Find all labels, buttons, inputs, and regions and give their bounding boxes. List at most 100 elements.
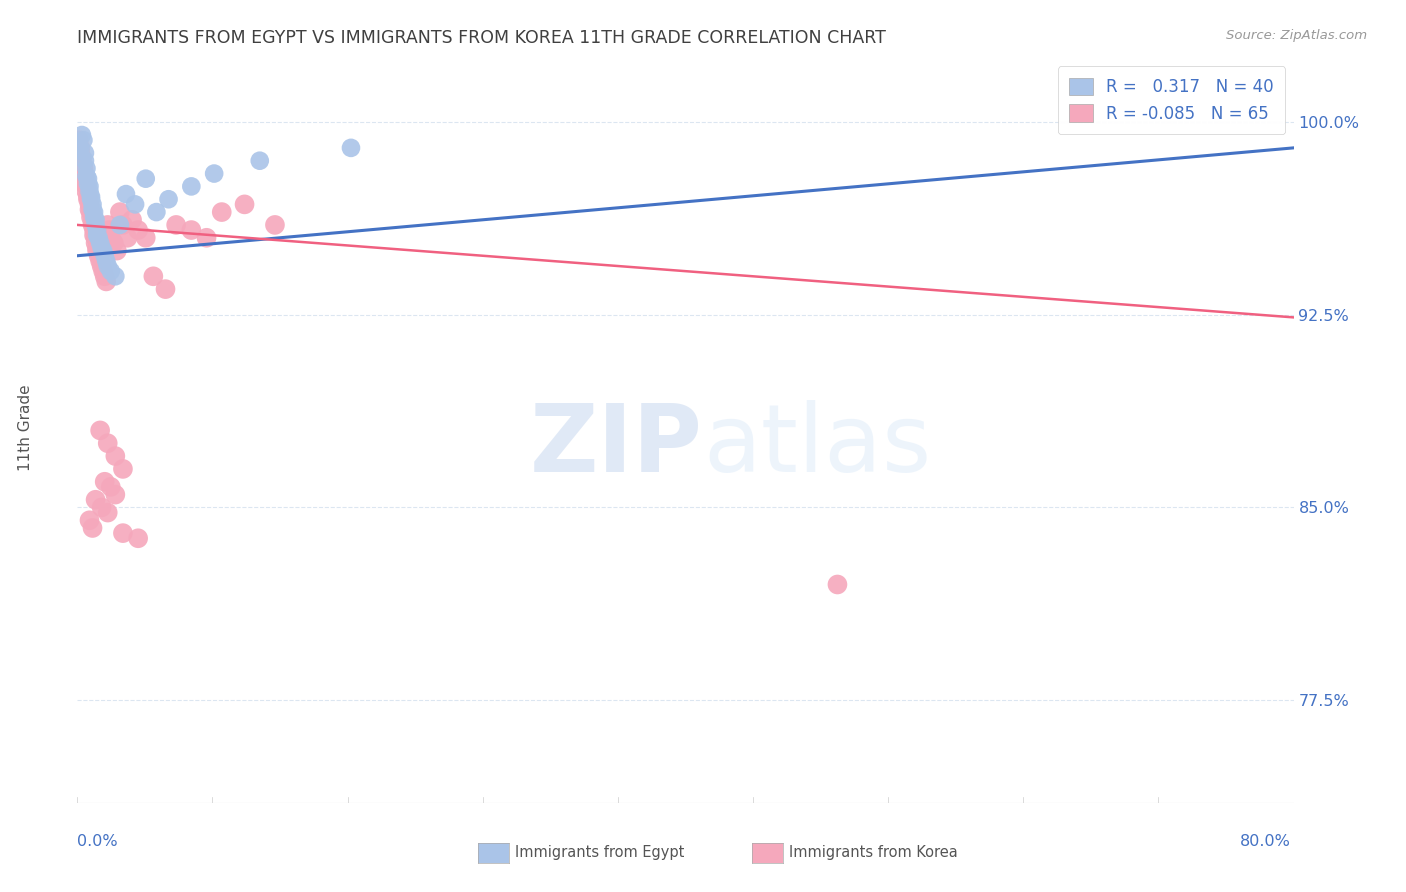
Point (79, 202, 101, 217)
Point (84, 212, 107, 227)
Point (145, 205, 167, 219)
Point (108, 205, 131, 219)
Point (82, 215, 104, 229)
Text: 80.0%: 80.0% (1240, 834, 1291, 848)
Point (80, 189, 103, 203)
Point (104, 487, 127, 501)
Text: 0.0%: 0.0% (77, 834, 118, 848)
Point (165, 218, 187, 232)
Point (70, 156, 93, 170)
Point (82, 202, 104, 217)
Point (340, 141, 363, 155)
Point (108, 218, 131, 232)
Point (77, 177, 100, 191)
Point (87, 249, 110, 263)
Point (79, 197, 101, 211)
Point (98, 223, 121, 237)
Point (77, 171, 100, 186)
Legend: R =   0.317   N = 40, R = -0.085   N = 65: R = 0.317 N = 40, R = -0.085 N = 65 (1057, 66, 1285, 135)
Point (84, 492, 107, 507)
Point (86, 244, 108, 258)
Point (72, 133, 94, 147)
Point (83, 223, 105, 237)
Point (67, 133, 90, 147)
Point (73, 146, 96, 161)
Point (96, 253, 118, 268)
Point (135, 231, 157, 245)
Point (111, 526, 134, 541)
Point (105, 244, 128, 258)
Point (93, 249, 115, 263)
Point (79, 179, 101, 194)
Point (89, 235, 111, 250)
Point (77, 189, 100, 203)
Point (97, 436, 120, 450)
Point (89, 423, 111, 437)
Point (69, 141, 91, 155)
Point (104, 269, 127, 284)
Point (86, 241, 108, 255)
Point (127, 223, 149, 237)
Point (83, 205, 105, 219)
Point (233, 197, 256, 211)
Point (86, 223, 108, 237)
Point (90, 259, 112, 273)
Point (90, 241, 112, 255)
Point (75, 169, 97, 183)
Point (89, 253, 111, 268)
Point (70, 128, 93, 142)
Point (180, 179, 202, 194)
Point (80, 192, 103, 206)
Point (93, 475, 115, 489)
Point (83, 228, 105, 243)
Point (195, 231, 218, 245)
Point (73, 171, 96, 186)
Text: 11th Grade: 11th Grade (18, 384, 32, 472)
Point (104, 449, 127, 463)
Text: Source: ZipAtlas.com: Source: ZipAtlas.com (1226, 29, 1367, 42)
Point (97, 218, 120, 232)
Point (75, 185, 97, 199)
Point (142, 269, 165, 284)
Point (121, 212, 143, 227)
Point (124, 197, 146, 211)
Point (127, 531, 149, 545)
Point (117, 231, 139, 245)
Point (79, 185, 101, 199)
Point (100, 264, 122, 278)
Point (73, 153, 96, 168)
Point (80, 211, 103, 225)
Point (180, 223, 202, 237)
Point (111, 462, 134, 476)
Point (211, 205, 233, 219)
Point (69, 141, 91, 155)
Point (115, 187, 138, 202)
Point (96, 275, 118, 289)
Point (86, 228, 108, 243)
Text: Immigrants from Korea: Immigrants from Korea (789, 846, 957, 860)
Point (827, 577, 849, 591)
Point (79, 513, 101, 527)
Point (82, 218, 104, 232)
Point (75, 161, 97, 176)
Point (83, 211, 105, 225)
Text: Immigrants from Egypt: Immigrants from Egypt (515, 846, 683, 860)
Point (97, 259, 120, 273)
Point (111, 218, 134, 232)
Point (80, 205, 103, 219)
Point (70, 151, 93, 165)
Point (73, 177, 96, 191)
Point (72, 161, 94, 176)
Text: IMMIGRANTS FROM EGYPT VS IMMIGRANTS FROM KOREA 11TH GRADE CORRELATION CHART: IMMIGRANTS FROM EGYPT VS IMMIGRANTS FROM… (77, 29, 886, 46)
Point (100, 231, 122, 245)
Point (84, 235, 107, 250)
Point (97, 506, 120, 520)
Point (155, 282, 177, 296)
Point (249, 153, 271, 168)
Point (84, 231, 107, 245)
Point (202, 167, 225, 181)
Point (103, 235, 125, 250)
Point (91, 264, 114, 278)
Point (135, 171, 157, 186)
Point (157, 192, 180, 206)
